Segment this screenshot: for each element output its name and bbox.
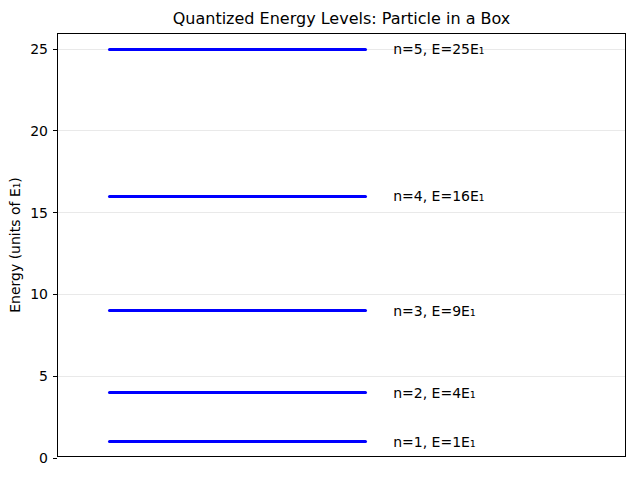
energy-level-label: n=5, E=25E₁: [393, 41, 484, 57]
y-tick-mark: [53, 49, 57, 50]
energy-level-line: [108, 391, 367, 394]
gridline: [58, 212, 625, 213]
y-tick-label: 5: [8, 368, 48, 384]
y-tick-label: 0: [8, 450, 48, 466]
y-tick-label: 10: [8, 286, 48, 302]
gridline: [58, 376, 625, 377]
energy-level-label: n=2, E=4E₁: [393, 385, 475, 401]
chart-title: Quantized Energy Levels: Particle in a B…: [57, 9, 626, 28]
energy-level-line: [108, 309, 367, 312]
energy-level-line: [108, 440, 367, 443]
figure: Quantized Energy Levels: Particle in a B…: [0, 0, 640, 480]
energy-level-label: n=3, E=9E₁: [393, 303, 475, 319]
energy-level-label: n=1, E=1E₁: [393, 434, 475, 450]
y-tick-mark: [53, 294, 57, 295]
energy-level-line: [108, 48, 367, 51]
gridline: [58, 294, 625, 295]
plot-area: 0510152025n=1, E=1E₁n=2, E=4E₁n=3, E=9E₁…: [57, 33, 626, 457]
energy-level-label: n=4, E=16E₁: [393, 188, 484, 204]
y-tick-mark: [53, 376, 57, 377]
y-tick-label: 20: [8, 123, 48, 139]
y-tick-label: 25: [8, 41, 48, 57]
energy-level-line: [108, 195, 367, 198]
y-tick-mark: [53, 212, 57, 213]
gridline: [58, 130, 625, 131]
y-tick-mark: [53, 130, 57, 131]
y-tick-mark: [53, 458, 57, 459]
y-tick-label: 15: [8, 205, 48, 221]
